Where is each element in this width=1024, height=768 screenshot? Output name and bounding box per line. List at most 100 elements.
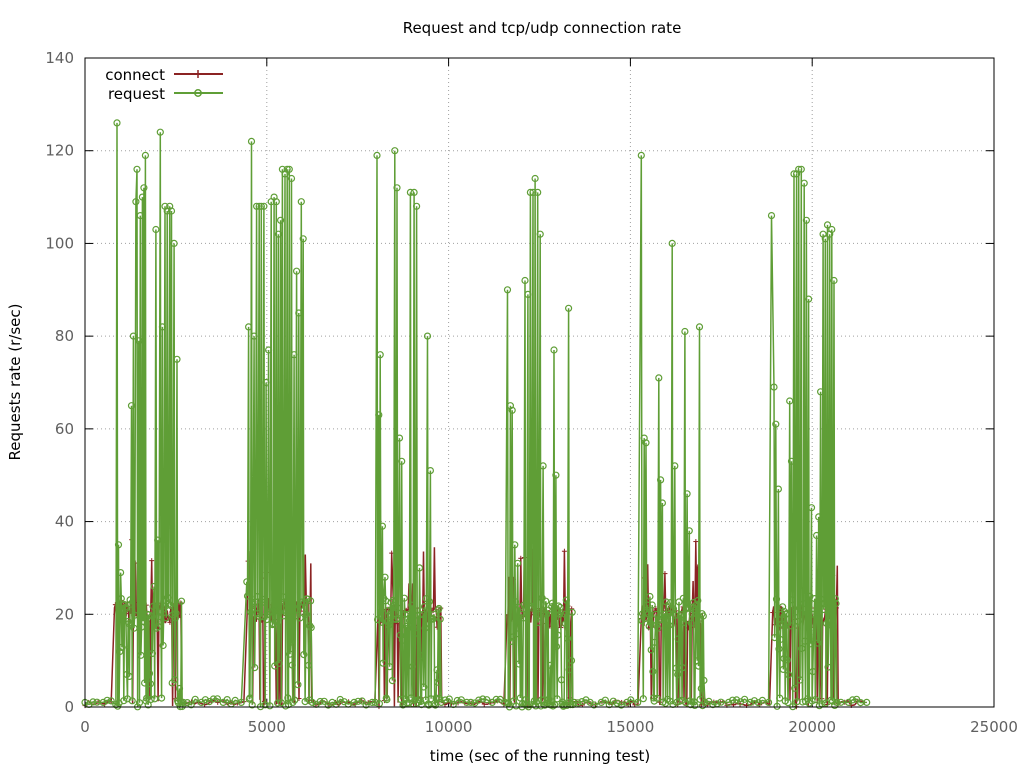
- request-point: [301, 697, 309, 706]
- request-point: [848, 696, 857, 704]
- y-tick-label: 120: [45, 142, 74, 160]
- request-point: [557, 609, 565, 617]
- request-point: [691, 701, 699, 710]
- connect-point: [561, 548, 567, 554]
- request-point: [728, 696, 737, 704]
- request-point: [796, 676, 804, 684]
- request-point: [627, 696, 635, 704]
- request-point: [553, 695, 561, 703]
- request-point: [118, 643, 126, 652]
- request-point: [561, 620, 570, 628]
- request-point: [807, 504, 816, 512]
- request-point: [528, 604, 536, 612]
- request-point: [336, 695, 344, 704]
- request-point: [441, 696, 449, 704]
- request-point: [764, 698, 773, 707]
- request-point: [89, 698, 97, 706]
- request-point: [127, 402, 136, 410]
- request-point: [255, 202, 263, 210]
- request-point: [508, 406, 516, 414]
- x-tick-label: 20000: [788, 718, 836, 736]
- request-point: [724, 698, 733, 707]
- request-point: [257, 202, 265, 210]
- request-point: [275, 659, 283, 667]
- request-point: [377, 607, 385, 616]
- request-point: [501, 698, 509, 707]
- request-point: [171, 614, 179, 622]
- request-point: [657, 615, 665, 623]
- request-point: [223, 695, 231, 704]
- request-point: [503, 286, 512, 294]
- request-point: [391, 147, 399, 155]
- request-point: [801, 637, 809, 645]
- request-point: [554, 602, 563, 610]
- request-point: [425, 597, 434, 606]
- request-point: [378, 522, 386, 530]
- request-point: [394, 614, 402, 623]
- request-point: [574, 699, 582, 707]
- request-point: [695, 323, 704, 331]
- request-point: [117, 594, 125, 603]
- request-point: [684, 604, 693, 612]
- request-point: [699, 612, 707, 620]
- request-point: [135, 699, 144, 707]
- request-point: [814, 639, 822, 647]
- request-point: [784, 671, 793, 679]
- request-point: [300, 650, 308, 659]
- request-point: [709, 700, 717, 709]
- request-point: [131, 611, 139, 619]
- request-point: [179, 698, 187, 707]
- request-point: [307, 623, 315, 632]
- request-point: [420, 602, 429, 611]
- request-point: [129, 332, 137, 340]
- request-point: [145, 669, 154, 678]
- request-point: [825, 621, 833, 629]
- request-point: [246, 694, 254, 702]
- request-point: [139, 617, 147, 625]
- connect-point: [481, 701, 487, 707]
- request-point: [664, 610, 673, 618]
- request-point: [158, 323, 166, 331]
- request-point: [436, 615, 444, 623]
- request-point: [810, 610, 818, 618]
- request-point: [687, 619, 695, 627]
- request-point: [539, 462, 547, 470]
- request-point: [427, 695, 435, 703]
- request-point: [663, 612, 671, 620]
- request-point: [170, 239, 178, 247]
- request-point: [519, 614, 527, 622]
- request-point: [187, 701, 195, 709]
- request-point: [561, 610, 569, 618]
- request-point: [435, 604, 443, 613]
- request-point: [685, 527, 693, 535]
- request-point: [535, 610, 543, 618]
- request-point: [167, 207, 176, 215]
- request-point: [386, 663, 394, 671]
- request-point: [515, 603, 524, 611]
- request-point: [284, 694, 292, 702]
- request-point: [154, 536, 162, 544]
- request-point: [406, 188, 414, 196]
- request-point: [772, 595, 781, 603]
- request-point: [671, 462, 679, 470]
- request-point: [404, 624, 412, 632]
- request-point: [426, 467, 434, 475]
- request-point: [828, 225, 836, 234]
- request-point: [132, 198, 140, 206]
- request-point: [717, 698, 725, 706]
- x-tick-label: 25000: [970, 718, 1018, 736]
- request-point: [649, 667, 657, 676]
- request-point: [552, 471, 560, 479]
- y-tick-label: 140: [45, 49, 74, 67]
- request-point: [662, 598, 670, 606]
- request-point: [320, 697, 328, 705]
- request-point: [513, 630, 521, 638]
- request-point: [646, 618, 655, 627]
- request-point: [411, 629, 419, 637]
- request-point: [373, 151, 381, 159]
- request-point: [358, 697, 366, 705]
- request-point: [545, 695, 553, 703]
- request-point: [383, 695, 391, 704]
- request-point: [646, 592, 654, 601]
